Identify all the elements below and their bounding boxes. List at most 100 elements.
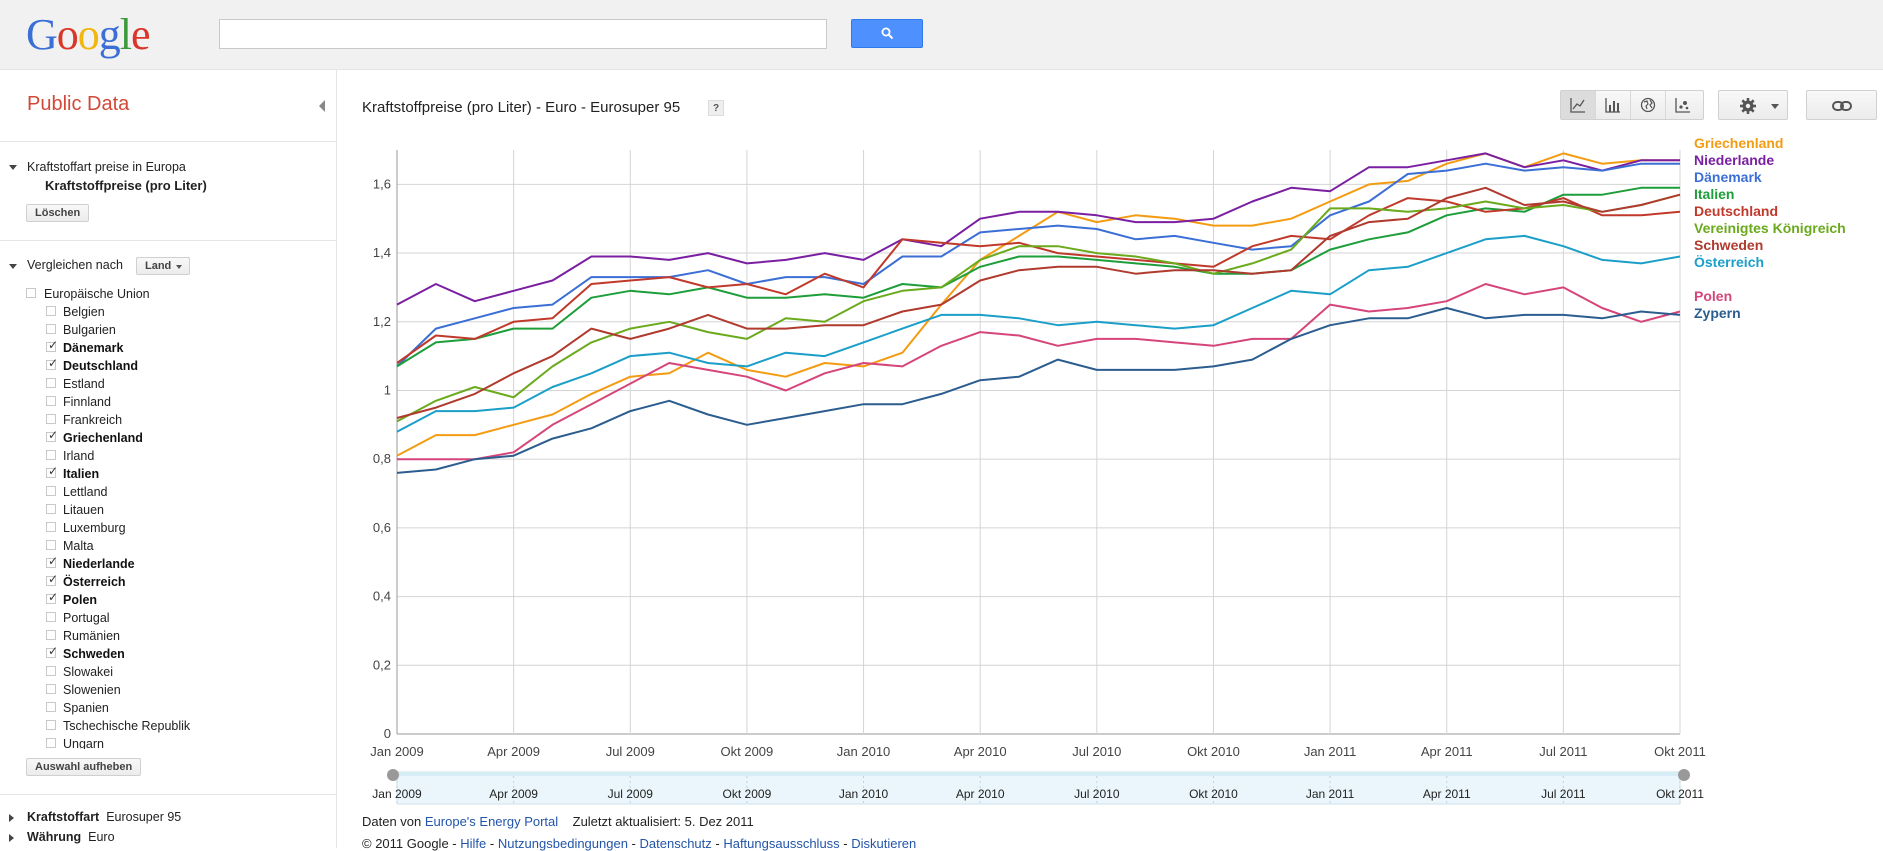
legend-item[interactable]: Dänemark xyxy=(1694,169,1762,185)
search-input[interactable] xyxy=(219,19,827,49)
search-icon xyxy=(881,27,894,40)
terms-link[interactable]: Nutzungsbedingungen xyxy=(497,836,628,851)
legend-item[interactable]: Polen xyxy=(1694,288,1732,304)
help-link[interactable]: Hilfe xyxy=(460,836,487,851)
bubble-chart-button[interactable] xyxy=(1666,91,1701,119)
filter-fuel[interactable]: Kraftstoffart Eurosuper 95 xyxy=(27,810,182,824)
range-end-handle[interactable] xyxy=(1678,769,1690,781)
country-checkbox[interactable] xyxy=(46,504,56,514)
line-chart-button[interactable] xyxy=(1561,91,1596,119)
bar-chart-icon xyxy=(1605,98,1620,113)
country-checkbox[interactable] xyxy=(46,486,56,496)
legend-item[interactable]: Schweden xyxy=(1694,237,1763,253)
country-label: Luxemburg xyxy=(63,521,126,535)
google-logo[interactable]: Google xyxy=(26,10,151,59)
country-checkbox[interactable] xyxy=(46,396,56,406)
country-checkbox[interactable] xyxy=(46,630,56,640)
country-label: Portugal xyxy=(63,611,110,625)
help-button[interactable]: ? xyxy=(708,100,724,116)
compare-dropdown[interactable]: Land xyxy=(136,257,191,275)
expand-compare-icon[interactable] xyxy=(9,264,17,269)
map-button[interactable] xyxy=(1631,91,1666,119)
series-line[interactable] xyxy=(396,307,1681,474)
country-checkbox[interactable] xyxy=(46,720,56,730)
deselect-button[interactable]: Auswahl aufheben xyxy=(26,758,142,776)
x-tick-label: Jul 2009 xyxy=(606,744,655,759)
search-button[interactable] xyxy=(851,19,923,48)
country-list[interactable]: Europäische Union Belgien Bulgarien ✓ Dänema… xyxy=(26,285,326,749)
checkmark-icon: ✓ xyxy=(48,338,59,352)
globe-icon xyxy=(1640,97,1656,113)
source-link[interactable]: Europe's Energy Portal xyxy=(424,814,559,829)
legend-item[interactable]: Vereinigtes Königreich xyxy=(1694,220,1846,236)
settings-button[interactable] xyxy=(1718,90,1788,120)
privacy-link[interactable]: Datenschutz xyxy=(639,836,712,851)
country-checkbox[interactable] xyxy=(46,522,56,532)
country-checkbox[interactable] xyxy=(46,540,56,550)
country-checkbox[interactable] xyxy=(46,702,56,712)
divider xyxy=(0,141,336,142)
expand-dataset-icon[interactable] xyxy=(9,165,17,170)
page-title: Kraftstoffpreise (pro Liter) - Euro - Eu… xyxy=(362,99,681,116)
series-line[interactable] xyxy=(396,152,1680,457)
legend-item[interactable]: Deutschland xyxy=(1694,203,1778,219)
dataset-heading[interactable]: Kraftstoffart preise in Europa xyxy=(27,160,186,174)
country-checkbox[interactable] xyxy=(46,666,56,676)
country-checkbox[interactable]: ✓ xyxy=(46,338,59,352)
disclaimer-link[interactable]: Haftungsausschluss xyxy=(723,836,840,851)
x-tick-label: Okt 2009 xyxy=(721,744,774,759)
chart-legend[interactable]: GriechenlandNiederlandeDänemarkItalienDe… xyxy=(1694,135,1846,321)
link-button[interactable] xyxy=(1806,90,1877,120)
range-tick-label: Apr 2010 xyxy=(956,787,1005,801)
country-checkbox[interactable] xyxy=(46,414,56,424)
clear-button[interactable]: Löschen xyxy=(26,204,90,222)
expand-fuel-icon[interactable] xyxy=(9,814,14,822)
country-checkbox[interactable] xyxy=(46,324,56,334)
series-line[interactable] xyxy=(396,152,1680,306)
country-checkbox[interactable]: ✓ xyxy=(46,645,58,658)
country-checkbox[interactable] xyxy=(46,684,56,694)
country-checkbox[interactable]: ✓ xyxy=(46,572,59,586)
bar-chart-button[interactable] xyxy=(1596,91,1631,119)
range-track[interactable] xyxy=(396,771,1681,805)
range-tick-label: Apr 2011 xyxy=(1423,787,1471,801)
series-line[interactable] xyxy=(396,186,1680,368)
series-line[interactable] xyxy=(396,186,1681,419)
discuss-link[interactable]: Diskutieren xyxy=(851,836,917,851)
dataset-metric[interactable]: Kraftstoffpreise (pro Liter) xyxy=(45,178,207,193)
time-range-slider[interactable]: Jan 2009 Apr 2009 Jul 2009 Okt 2009 Jan 2010… xyxy=(372,769,1704,805)
country-checkbox[interactable]: ✓ xyxy=(46,429,58,442)
collapse-sidebar-icon[interactable] xyxy=(319,100,325,112)
country-label: Finnland xyxy=(63,395,111,409)
country-checkbox[interactable] xyxy=(46,738,56,748)
country-checkbox[interactable]: ✓ xyxy=(46,555,58,568)
country-checkbox[interactable] xyxy=(46,612,56,622)
country-checkbox[interactable] xyxy=(46,306,56,316)
x-tick-label: Okt 2011 xyxy=(1654,744,1706,759)
country-checkbox[interactable] xyxy=(26,288,36,298)
x-tick-label: Jan 2009 xyxy=(370,744,424,759)
public-data-title[interactable]: Public Data xyxy=(27,93,130,115)
series-line[interactable] xyxy=(397,283,1681,461)
line-chart-icon xyxy=(1570,98,1585,113)
series-line[interactable] xyxy=(396,197,1681,364)
expand-currency-icon[interactable] xyxy=(9,834,14,842)
country-checkbox[interactable] xyxy=(46,378,56,388)
legend-item[interactable]: Zypern xyxy=(1694,305,1741,321)
series-line[interactable] xyxy=(396,162,1680,368)
country-checkbox[interactable] xyxy=(46,450,56,460)
series-line[interactable] xyxy=(396,193,1681,423)
country-checkbox[interactable]: ✓ xyxy=(46,591,58,604)
country-checkbox[interactable]: ✓ xyxy=(46,465,58,478)
legend-item[interactable]: Italien xyxy=(1694,186,1734,202)
range-start-handle[interactable] xyxy=(387,769,399,781)
country-checkbox[interactable]: ✓ xyxy=(46,357,58,370)
filter-currency[interactable]: Währung Euro xyxy=(27,830,115,844)
checkmark-icon: ✓ xyxy=(48,572,59,586)
x-tick-label: Okt 2010 xyxy=(1187,744,1240,759)
legend-item[interactable]: Griechenland xyxy=(1694,135,1783,151)
series-line[interactable] xyxy=(396,234,1681,433)
legend-item[interactable]: Niederlande xyxy=(1694,152,1774,168)
legend-item[interactable]: Österreich xyxy=(1694,254,1764,270)
